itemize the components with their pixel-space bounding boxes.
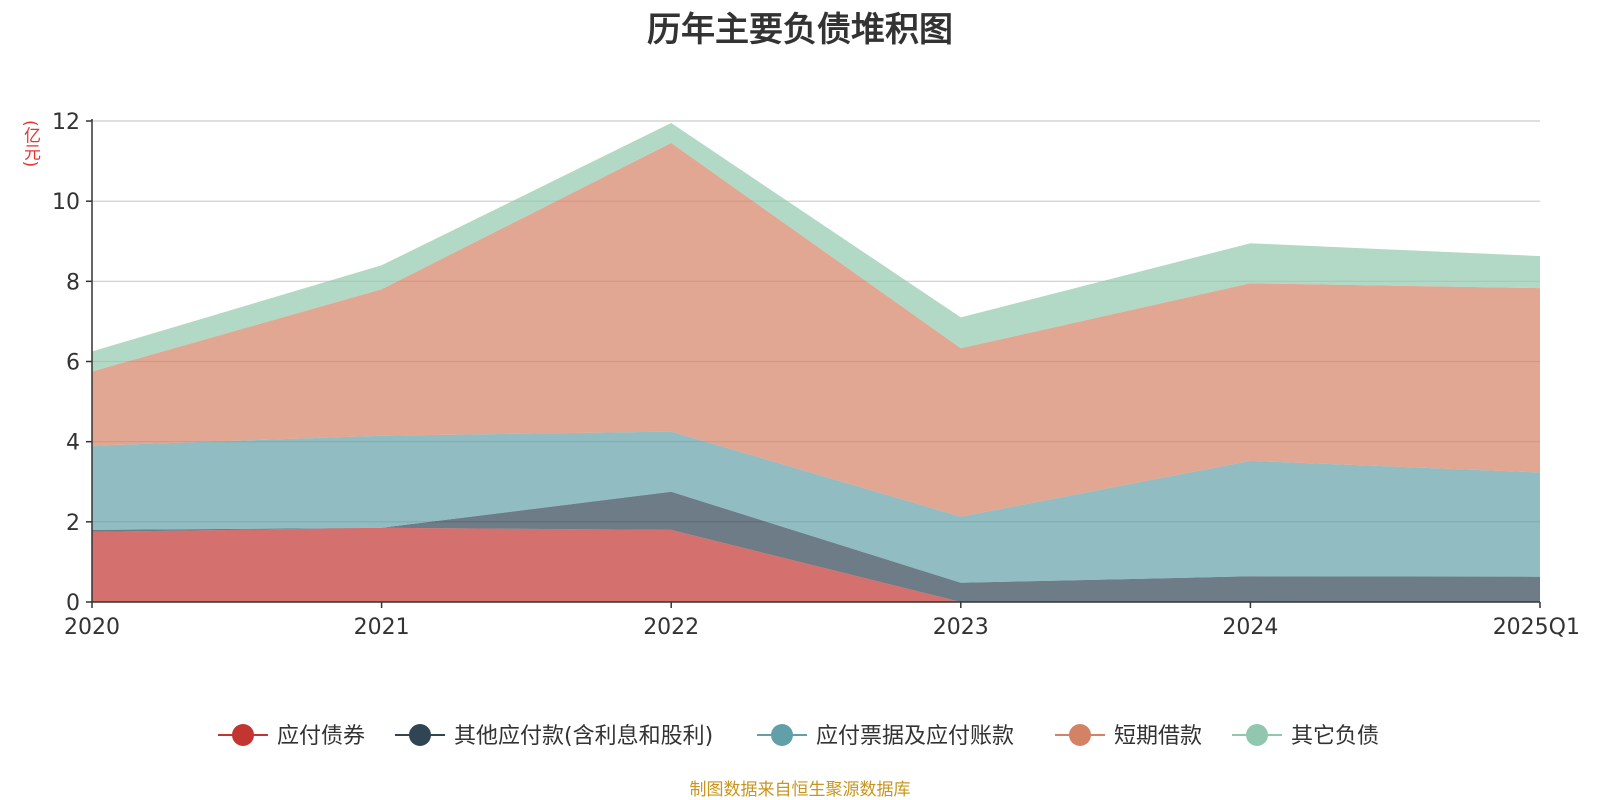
stacked-area-chart: 0 2 4 6 8 10 12 2020 2021 2022 2023 2024 2025Q1 应付债券…: [52, 110, 1580, 749]
x-tick-label: 2022: [643, 615, 699, 640]
area-series-layer: [92, 122, 1542, 602]
legend: 应付债券 其他应付款(含利息和股利) 应付票据及应付账款 短期借款 其它负债: [218, 724, 1379, 749]
x-tick-label: 2021: [354, 615, 410, 640]
area-series-1: [92, 527, 1540, 602]
data-point: [380, 264, 383, 267]
legend-marker: [409, 724, 431, 746]
legend-label: 其它负债: [1291, 724, 1379, 749]
axes: 0 2 4 6 8 10 12 2020 2021 2022 2023 2024 2025Q1: [52, 110, 1580, 640]
legend-marker: [771, 724, 793, 746]
y-tick-label: 10: [52, 190, 80, 215]
x-tick-label: 2020: [64, 615, 120, 640]
x-tick-label: 2024: [1222, 615, 1278, 640]
legend-label: 短期借款: [1114, 724, 1202, 749]
y-tick-label: 8: [66, 270, 80, 295]
legend-label: 应付债券: [277, 724, 365, 749]
data-point: [959, 316, 962, 319]
area-series-2: [92, 491, 1540, 602]
y-axis-unit-label: (亿元): [20, 120, 40, 168]
area-series-4: [92, 143, 1540, 517]
data-point: [1249, 242, 1252, 245]
chart-title: 历年主要负债堆积图: [647, 10, 953, 50]
legend-marker: [232, 724, 254, 746]
x-tick-label: 2025Q1: [1493, 615, 1580, 640]
source-note: 制图数据来自恒生聚源数据库: [689, 780, 911, 800]
x-tick-label: 2023: [933, 615, 989, 640]
y-tick-label: 12: [52, 110, 80, 135]
y-tick-label: 4: [66, 431, 80, 456]
area-series-5: [92, 123, 1540, 372]
legend-marker: [1246, 724, 1268, 746]
data-point: [1539, 255, 1542, 258]
y-tick-label: 2: [66, 511, 80, 536]
legend-label: 其他应付款(含利息和股利): [454, 724, 713, 749]
legend-marker: [1069, 724, 1091, 746]
area-series-3: [92, 431, 1540, 583]
data-point: [670, 122, 673, 125]
y-tick-label: 6: [66, 351, 80, 376]
legend-label: 应付票据及应付账款: [816, 724, 1014, 749]
y-tick-label: 0: [66, 591, 80, 616]
